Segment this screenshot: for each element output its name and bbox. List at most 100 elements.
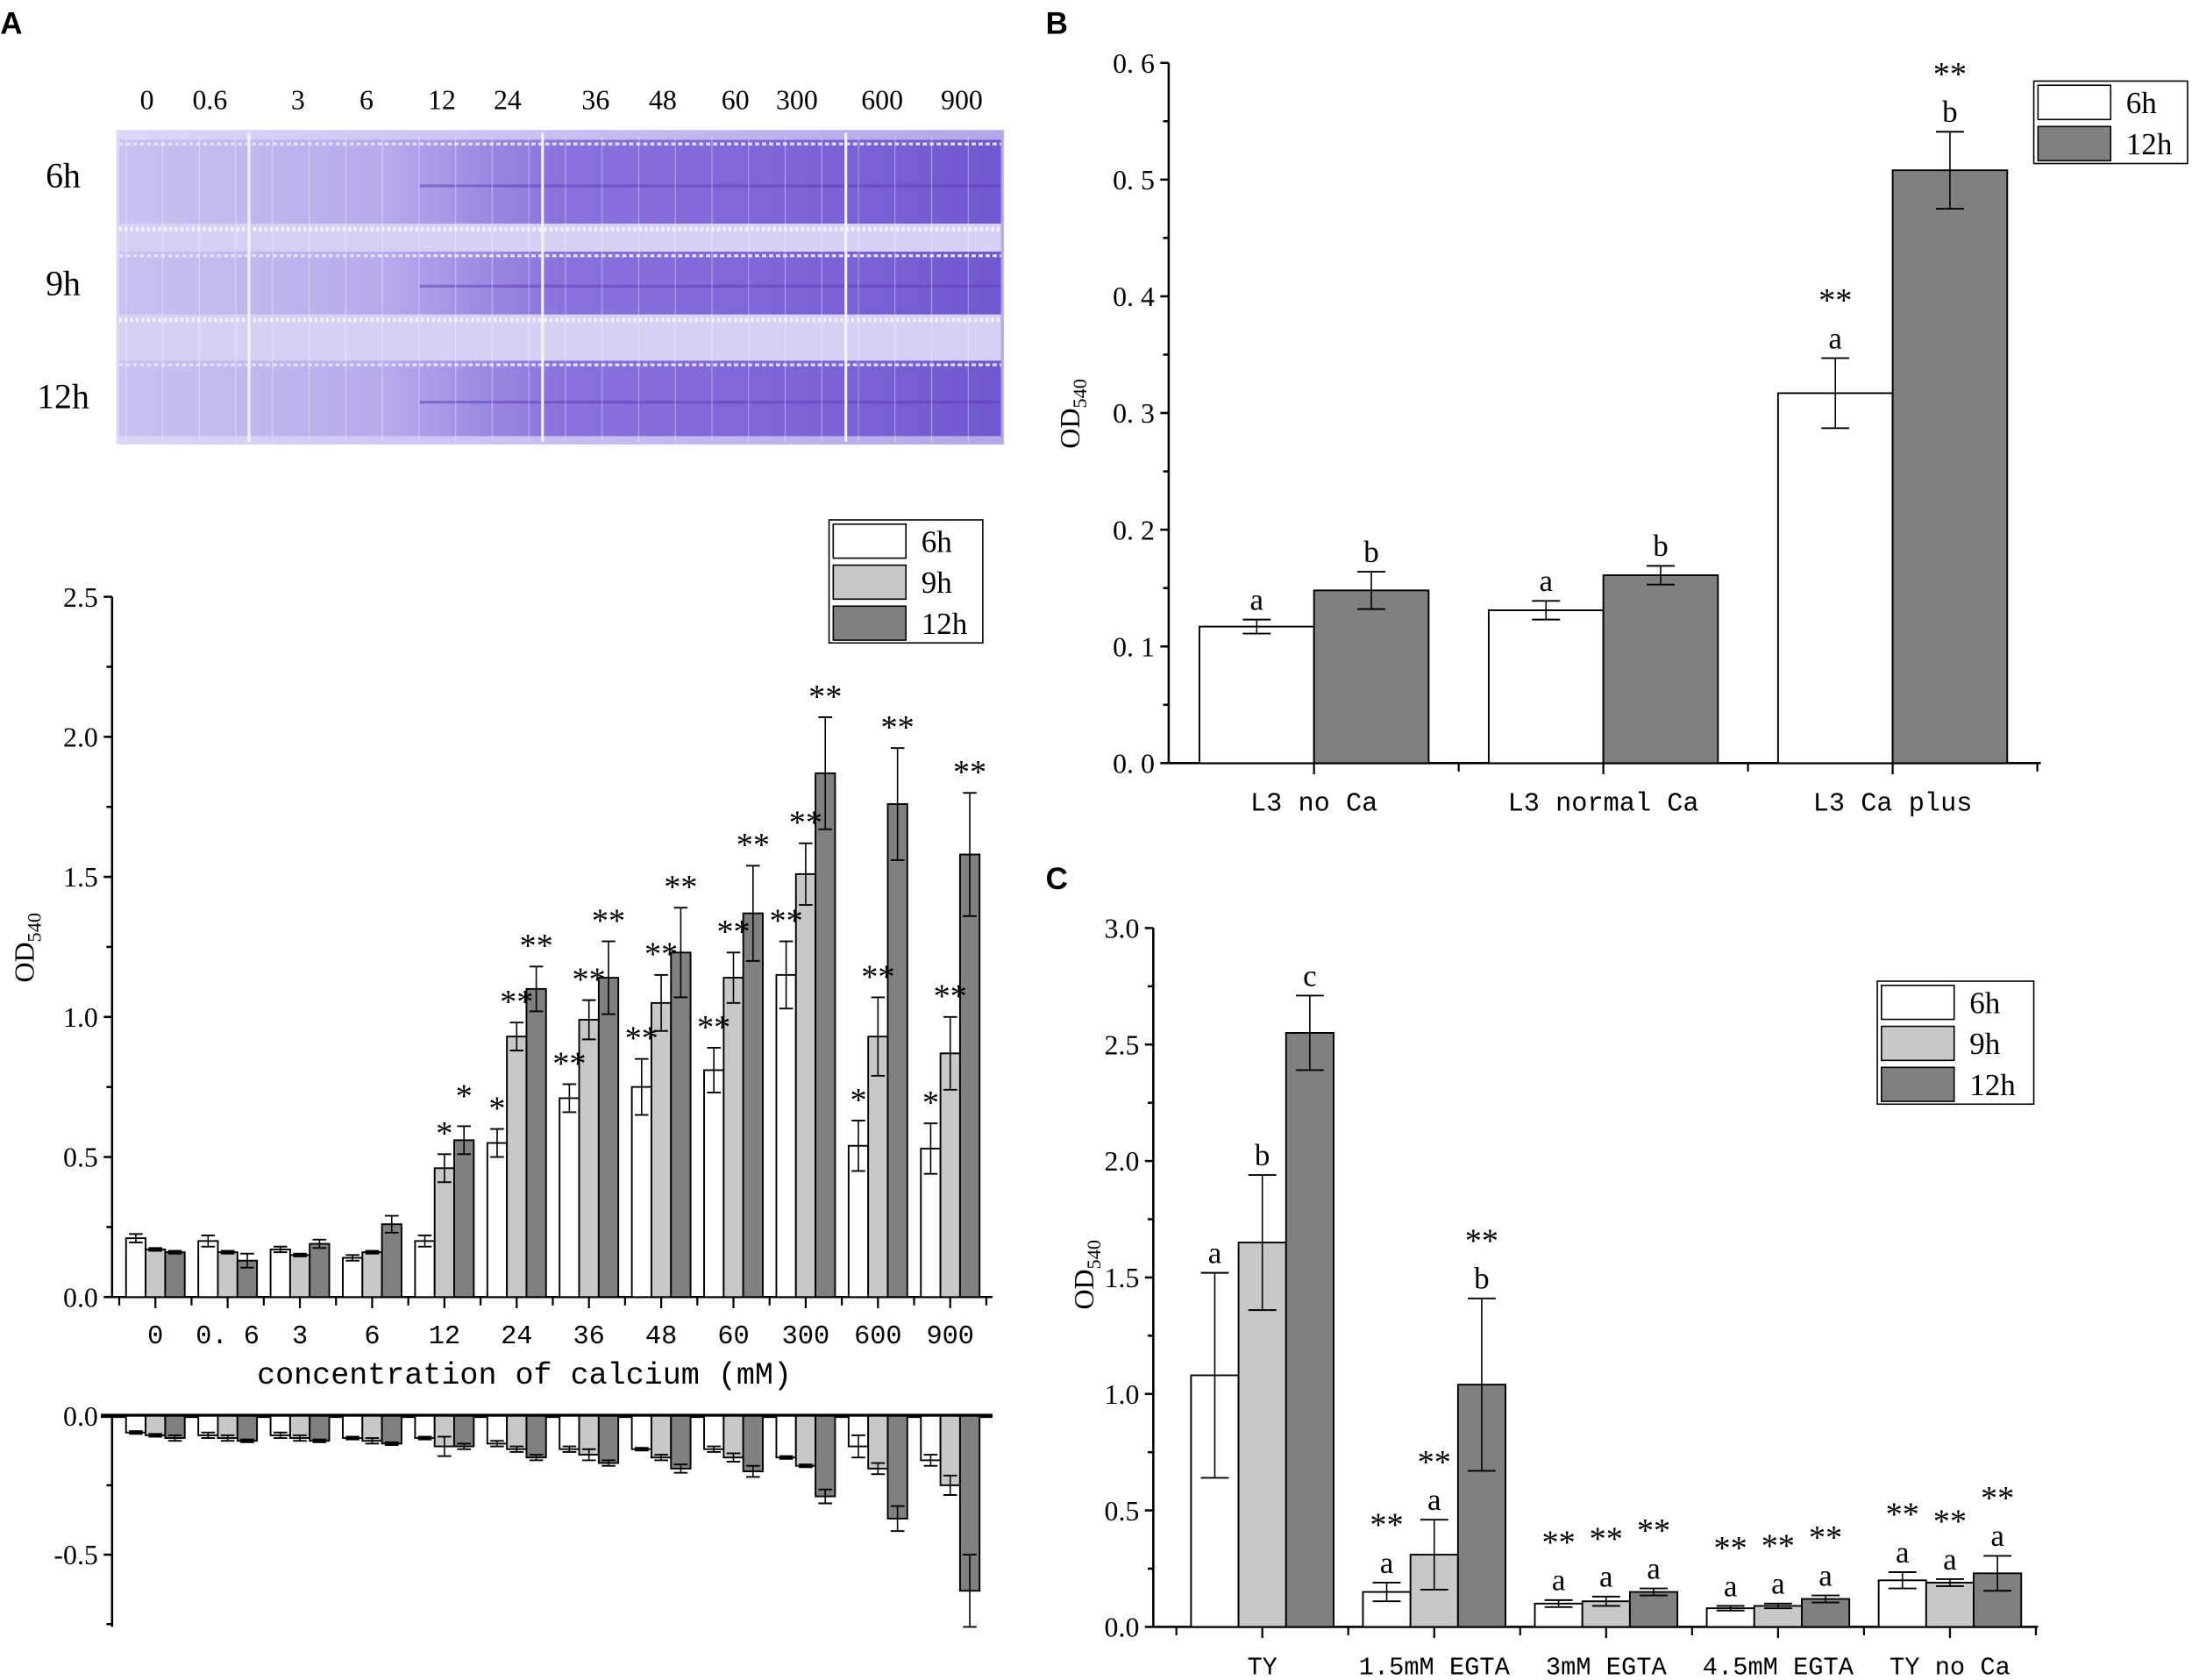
significance-stars: ** (737, 827, 770, 864)
bar-6h (269, 1248, 291, 1299)
chart-a-top: 0.00.51.01.52.02.50 0. 6 3 6 12 24 36 48 60 300 60… (10, 519, 993, 1393)
significance-stars: * (922, 1085, 939, 1121)
significance-stars: ** (1370, 1506, 1403, 1543)
significance-stars: ** (1465, 1222, 1498, 1259)
y-axis-label-main: OD (1055, 409, 1085, 449)
photo-concentration-label: 300 (776, 84, 818, 115)
photo-concentration-label: 36 (581, 84, 609, 115)
y-tick-label: 0.0 (1105, 1612, 1140, 1643)
legend-swatch-9h (1881, 1025, 1955, 1062)
x-tick-label: 4.5mM EGTA (1703, 1654, 1854, 1680)
x-tick-label: 24 (501, 1322, 532, 1352)
y-axis-label-main: OD (1069, 1269, 1100, 1309)
significance-stars: * (850, 1082, 866, 1119)
photo-time-label: 12h (37, 376, 89, 416)
significance-stars: ** (625, 1021, 658, 1057)
y-tick-label: 2.0 (63, 723, 98, 753)
y-axis-label: OD540 (10, 913, 46, 983)
bar-6h (125, 1414, 147, 1434)
significance-stars: * (488, 1090, 505, 1127)
significance-stars: ** (697, 1009, 730, 1046)
x-tick-label: L3 no Ca (1250, 790, 1377, 820)
y-tick-label: 3.0 (1105, 914, 1140, 944)
y-axis-label: OD540 (1069, 1240, 1105, 1310)
significance-stars: ** (644, 936, 678, 973)
y-tick-label: 1.0 (1105, 1379, 1140, 1410)
significance-stars: ** (1818, 282, 1852, 319)
bar-12h (1891, 169, 2009, 765)
bar-12h (164, 1251, 186, 1299)
photo-concentration-label: 60 (722, 84, 750, 115)
significance-stars: ** (881, 709, 915, 746)
legend-label: 6h (2126, 86, 2158, 120)
x-tick-label: 600 (854, 1322, 901, 1352)
significance-stars: ** (861, 958, 894, 995)
bar-12h (1456, 1384, 1507, 1628)
significance-stars: ** (1590, 1520, 1623, 1557)
x-tick-label: TY no Ca (1890, 1654, 2011, 1680)
bar-12h (742, 1414, 764, 1473)
y-tick-label: 1.5 (1105, 1263, 1140, 1293)
significance-letter: b (1942, 95, 1958, 129)
x-tick-label: 3 (292, 1322, 308, 1352)
bar-12h (815, 1414, 836, 1498)
photo-concentration-label: 0.6 (192, 84, 227, 115)
legend-label: 12h (922, 607, 968, 641)
y-axis-label: OD540 (1055, 379, 1091, 448)
significance-stars: ** (716, 914, 750, 950)
well-row (118, 139, 1001, 224)
y-tick-label: 0. 6 (1113, 48, 1155, 79)
photo-time-label: 6h (46, 156, 81, 196)
chart-c: 0.0 0.5 1.0 1.5 2.0 2.5 3.0 TY 1.5mM EGTA 3mM EGT… (1069, 914, 2039, 1680)
significance-letter: a (1896, 1535, 1910, 1570)
photo-concentration-label: 24 (494, 84, 522, 115)
bar-6h (414, 1240, 436, 1299)
bar-12h (597, 1414, 620, 1464)
y-tick-label: 0.0 (63, 1401, 98, 1432)
significance-letter: c (1303, 958, 1317, 993)
y-tick-label: 2.0 (1105, 1146, 1140, 1177)
bar-6h (920, 1414, 942, 1462)
x-tick-label: 3mM EGTA (1546, 1654, 1668, 1680)
bar-9h (145, 1414, 167, 1436)
bar-9h (506, 1036, 528, 1299)
x-tick-label: 12 (429, 1322, 460, 1352)
x-tick-label: L3 normal Ca (1508, 790, 1699, 820)
legend-label: 12h (2126, 127, 2173, 161)
significance-stars: ** (1714, 1530, 1747, 1567)
y-tick-label: 0. 5 (1113, 165, 1155, 196)
y-tick-label: 0. 3 (1113, 398, 1155, 429)
bar-6h (414, 1414, 436, 1440)
x-tick-label: 0 (147, 1322, 163, 1352)
bar-6h (125, 1237, 147, 1299)
significance-letter: a (1427, 1483, 1441, 1517)
legend-swatch-6h (2037, 84, 2112, 121)
photo-concentration-label: 600 (861, 84, 903, 115)
bar-9h (361, 1251, 383, 1299)
x-tick-label: TY (1247, 1654, 1277, 1680)
bar-12h (815, 772, 836, 1299)
significance-stars: * (456, 1078, 473, 1115)
y-tick-label: 0. 4 (1113, 281, 1155, 312)
bar-6h (1776, 392, 1894, 765)
photo-concentration-label: 3 (291, 84, 305, 115)
significance-stars: ** (1541, 1524, 1575, 1561)
significance-stars: ** (500, 984, 533, 1021)
bar-9h (1925, 1581, 1975, 1628)
x-tick-label: 36 (573, 1322, 605, 1352)
bar-6h (1487, 609, 1605, 765)
y-tick-label: 2.5 (1105, 1029, 1140, 1060)
well-row (118, 251, 1001, 315)
significance-stars: ** (552, 1045, 586, 1082)
bar-12h (1285, 1032, 1334, 1628)
photo-concentration-label: 900 (941, 84, 983, 115)
x-tick-label: 60 (717, 1322, 749, 1352)
bar-12h (453, 1414, 475, 1448)
bar-9h (217, 1251, 238, 1299)
chart-a-bottom: 0.0 -0.5 (53, 1401, 993, 1628)
y-tick-label: 0. 2 (1113, 515, 1155, 545)
bar-6h (559, 1097, 580, 1299)
bar-12h (1602, 574, 1719, 765)
y-tick-label: 1.5 (63, 862, 98, 893)
